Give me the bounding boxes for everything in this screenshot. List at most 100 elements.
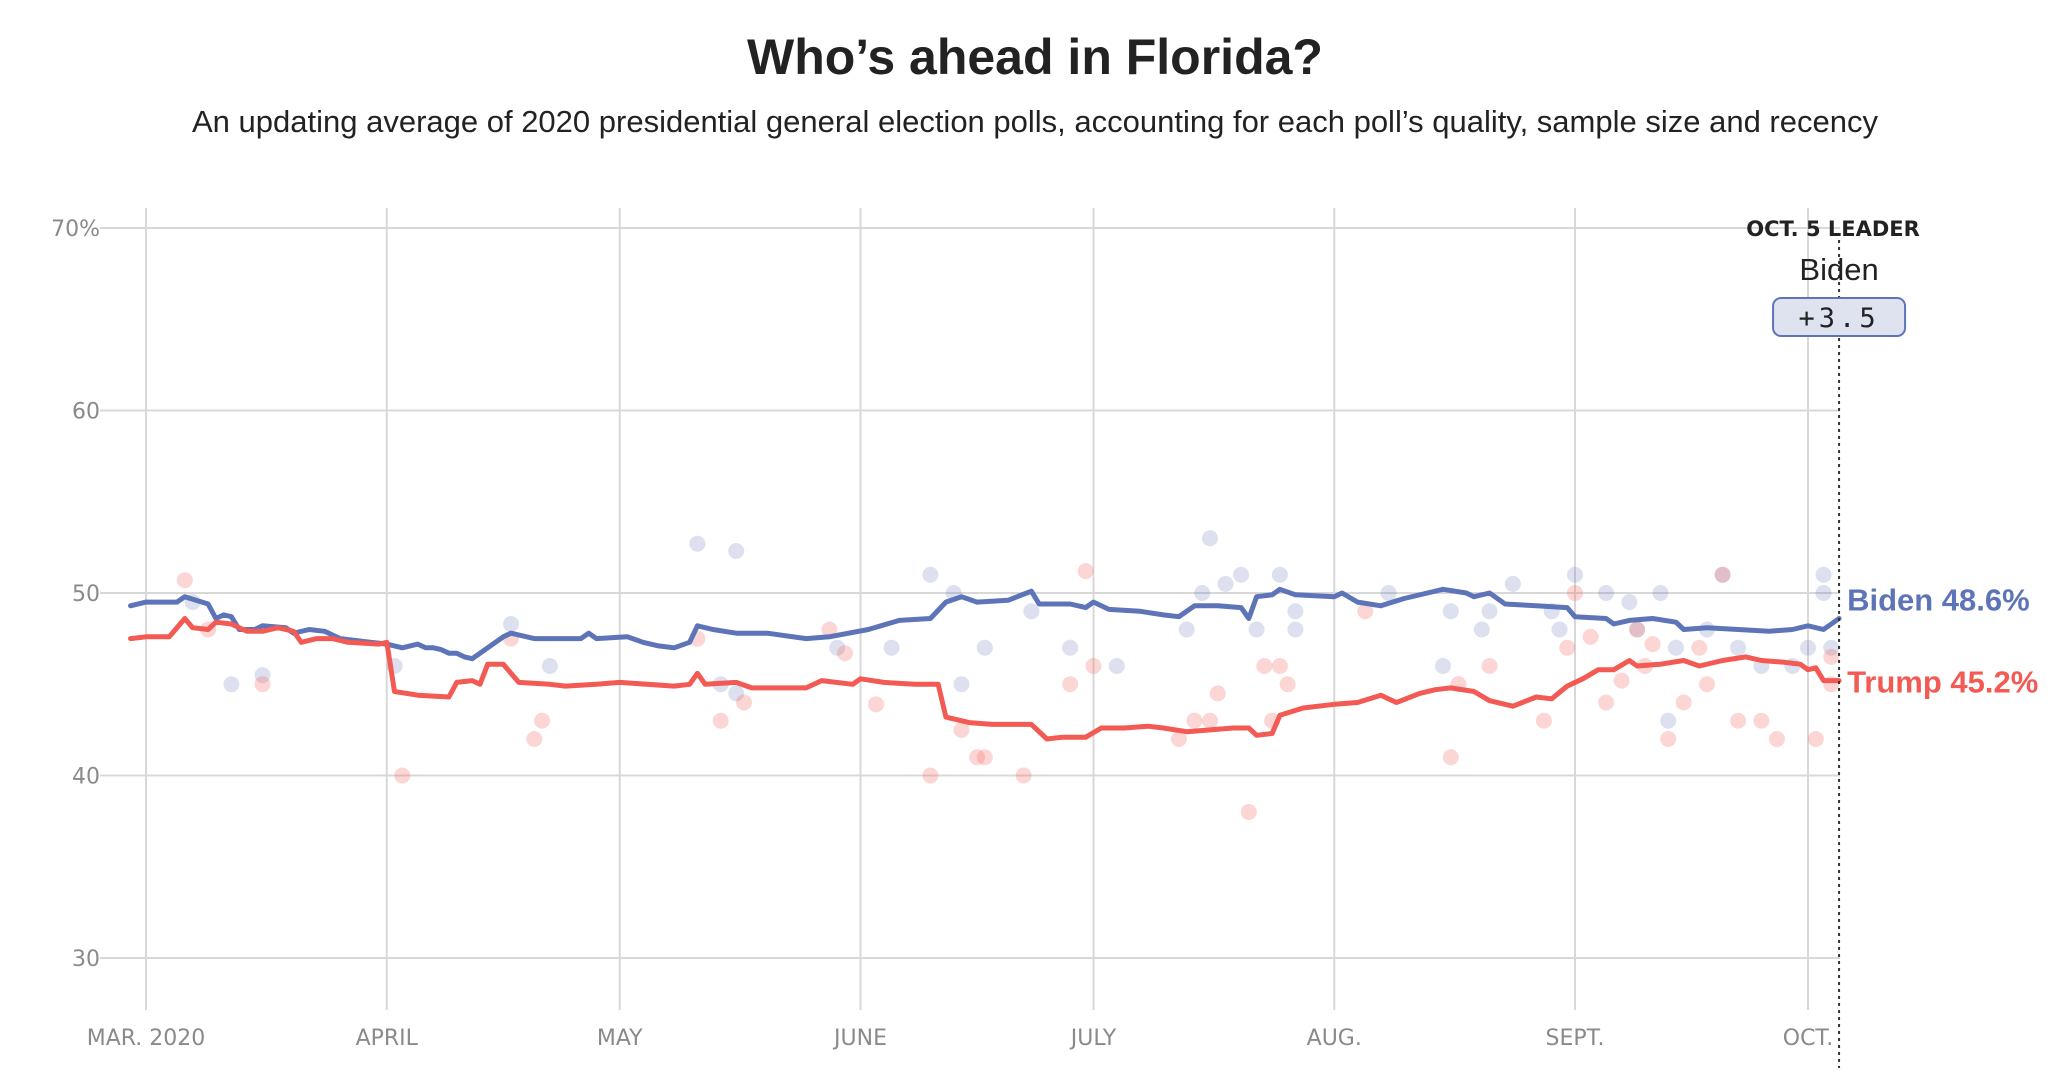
biden-poll-dot bbox=[1108, 658, 1125, 674]
x-tick-label: SEPT. bbox=[1546, 1026, 1605, 1051]
trump-poll-dot bbox=[254, 676, 271, 693]
trump-poll-dot bbox=[1357, 603, 1374, 620]
biden-poll-dot bbox=[1201, 530, 1218, 547]
trump-poll-dot bbox=[1256, 658, 1273, 674]
trump-poll-dot bbox=[836, 645, 853, 662]
trump-poll-dot bbox=[953, 721, 970, 738]
trump-poll-dot bbox=[1629, 621, 1646, 638]
trump-poll-dot bbox=[1015, 767, 1032, 784]
biden-poll-dot bbox=[1823, 639, 1840, 656]
trump-poll-dot bbox=[1660, 731, 1677, 747]
biden-poll-dot bbox=[1660, 712, 1677, 729]
biden-poll-dot bbox=[1815, 566, 1832, 583]
biden-poll-dot bbox=[1194, 585, 1211, 601]
trump-poll-dot bbox=[1062, 676, 1079, 693]
y-tick-label: 70% bbox=[51, 217, 100, 242]
biden-poll-dot bbox=[541, 658, 558, 674]
chart-title: Who’s ahead in Florida? bbox=[747, 29, 1323, 85]
x-tick-label: OCT. bbox=[1783, 1026, 1834, 1051]
trump-poll-dot bbox=[922, 767, 939, 784]
biden-poll-dot bbox=[1473, 621, 1490, 638]
x-tick-label: APRIL bbox=[356, 1026, 419, 1051]
biden-poll-dot bbox=[503, 616, 520, 633]
biden-poll-dot bbox=[223, 676, 240, 693]
biden-poll-dot bbox=[1023, 603, 1040, 620]
biden-poll-dot bbox=[1271, 566, 1288, 583]
biden-poll-dot bbox=[1442, 603, 1459, 620]
biden-poll-dot bbox=[1629, 621, 1646, 638]
trump-poll-dot bbox=[1768, 731, 1785, 747]
trump-poll-dot bbox=[1644, 636, 1661, 653]
biden-poll-dot bbox=[1481, 603, 1498, 620]
biden-poll-dot bbox=[1800, 639, 1816, 656]
trump-poll-dot bbox=[1559, 639, 1576, 656]
y-tick-label: 30 bbox=[72, 947, 100, 972]
trump-poll-dot bbox=[1077, 563, 1094, 580]
trump-poll-dot bbox=[534, 712, 551, 729]
biden-poll-dot bbox=[1730, 639, 1747, 656]
trump-poll-dot bbox=[1170, 731, 1187, 747]
biden-poll-dot bbox=[922, 566, 939, 583]
trump-poll-dot bbox=[1598, 694, 1615, 711]
x-tick-label: MAR. 2020 bbox=[87, 1026, 206, 1051]
trump-poll-dot bbox=[1730, 712, 1747, 729]
biden-poll-dot bbox=[829, 639, 846, 656]
biden-poll-dot bbox=[1217, 575, 1234, 592]
biden-poll-dot bbox=[883, 639, 900, 656]
trump-average-line bbox=[128, 616, 1842, 742]
biden-poll-dot bbox=[953, 676, 970, 693]
biden-poll-dot bbox=[1652, 585, 1669, 601]
x-tick-label: MAY bbox=[597, 1026, 643, 1051]
biden-poll-dot bbox=[1598, 585, 1615, 601]
chart-subtitle: An updating average of 2020 presidential… bbox=[192, 104, 1878, 139]
biden-poll-dot bbox=[1233, 566, 1250, 583]
trump-poll-dot bbox=[526, 731, 543, 747]
biden-poll-dot bbox=[1062, 639, 1079, 656]
biden-poll-dot bbox=[1287, 603, 1304, 620]
trump-poll-dot bbox=[1807, 731, 1824, 747]
biden-poll-dot bbox=[1248, 621, 1265, 638]
trump-poll-dot bbox=[976, 749, 993, 766]
biden-poll-dot bbox=[1667, 639, 1684, 656]
trump-poll-dot bbox=[1186, 712, 1203, 729]
trump-poll-dot bbox=[1279, 676, 1296, 693]
trump-poll-dot bbox=[1699, 676, 1716, 693]
trump-poll-dot bbox=[1535, 712, 1552, 729]
trump-poll-dot bbox=[1201, 712, 1218, 729]
leader-heading: OCT. 5 LEADER bbox=[1746, 217, 1920, 241]
trump-poll-dot bbox=[969, 749, 985, 766]
trump-poll-dot bbox=[1209, 685, 1226, 702]
leader-margin: +3.5 bbox=[1799, 303, 1880, 334]
average-lines bbox=[128, 586, 1842, 742]
y-tick-label: 50 bbox=[72, 582, 100, 607]
trump-poll-dot bbox=[394, 767, 411, 784]
trump-poll-dot bbox=[1823, 648, 1840, 665]
biden-poll-dot bbox=[1621, 594, 1638, 611]
biden-poll-dot bbox=[1380, 585, 1397, 601]
y-tick-label: 40 bbox=[72, 765, 100, 790]
trump-poll-dot bbox=[1271, 658, 1288, 674]
biden-poll-dot bbox=[1567, 566, 1584, 583]
biden-poll-dot bbox=[689, 535, 706, 552]
trump-poll-dot bbox=[1582, 628, 1599, 645]
poll-dots bbox=[176, 530, 1840, 820]
trump-poll-dot bbox=[1613, 672, 1630, 689]
y-tick-label: 60 bbox=[72, 400, 100, 425]
y-axis-ticks: 70% 60 50 40 30 bbox=[51, 217, 100, 972]
trump-poll-dot bbox=[1691, 639, 1708, 656]
biden-poll-dot bbox=[1815, 585, 1832, 601]
trump-poll-dot bbox=[1753, 712, 1770, 729]
trump-poll-dot bbox=[1567, 585, 1584, 601]
biden-poll-dot bbox=[1551, 621, 1568, 638]
biden-poll-dot bbox=[976, 639, 993, 656]
biden-poll-dot bbox=[1434, 658, 1451, 674]
x-axis-ticks: MAR. 2020 APRIL MAY JUNE JULY AUG. SEPT. OCT. bbox=[87, 1026, 1834, 1051]
trump-poll-dot bbox=[1714, 566, 1731, 583]
biden-poll-dot bbox=[1504, 575, 1521, 592]
x-tick-label: JUNE bbox=[832, 1026, 887, 1051]
trump-end-label: Trump 45.2% bbox=[1847, 665, 2038, 700]
x-tick-label: AUG. bbox=[1307, 1026, 1362, 1051]
trump-poll-dot bbox=[1085, 658, 1102, 674]
trump-poll-dot bbox=[1481, 658, 1498, 674]
